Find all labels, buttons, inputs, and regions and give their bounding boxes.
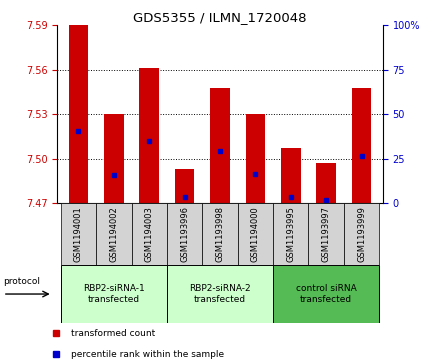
Bar xyxy=(61,203,96,265)
Text: transformed count: transformed count xyxy=(71,329,155,338)
Bar xyxy=(210,88,230,203)
Title: GDS5355 / ILMN_1720048: GDS5355 / ILMN_1720048 xyxy=(133,11,307,24)
Bar xyxy=(308,203,344,265)
Text: GSM1193998: GSM1193998 xyxy=(216,206,224,262)
Text: control siRNA
transfected: control siRNA transfected xyxy=(296,284,356,304)
Text: GSM1193999: GSM1193999 xyxy=(357,206,366,262)
Bar xyxy=(344,203,379,265)
Text: GSM1193996: GSM1193996 xyxy=(180,206,189,262)
Bar xyxy=(273,203,308,265)
Bar xyxy=(316,163,336,203)
Bar xyxy=(246,114,265,203)
Text: GSM1193995: GSM1193995 xyxy=(286,206,295,262)
Text: GSM1193997: GSM1193997 xyxy=(322,206,331,262)
Bar xyxy=(238,203,273,265)
Bar xyxy=(167,265,273,323)
Bar xyxy=(167,203,202,265)
Bar xyxy=(139,68,159,203)
Bar xyxy=(96,203,132,265)
Text: protocol: protocol xyxy=(3,277,40,286)
Bar xyxy=(104,114,124,203)
Text: GSM1194002: GSM1194002 xyxy=(109,206,118,262)
Bar xyxy=(132,203,167,265)
Bar xyxy=(69,25,88,203)
Text: percentile rank within the sample: percentile rank within the sample xyxy=(71,350,224,359)
Bar xyxy=(273,265,379,323)
Text: GSM1194003: GSM1194003 xyxy=(145,206,154,262)
Bar xyxy=(352,88,371,203)
Text: GSM1194001: GSM1194001 xyxy=(74,206,83,262)
Text: RBP2-siRNA-1
transfected: RBP2-siRNA-1 transfected xyxy=(83,284,145,304)
Text: RBP2-siRNA-2
transfected: RBP2-siRNA-2 transfected xyxy=(189,284,251,304)
Text: GSM1194000: GSM1194000 xyxy=(251,206,260,262)
Bar xyxy=(281,148,301,203)
Bar xyxy=(202,203,238,265)
Bar xyxy=(175,169,194,203)
Bar xyxy=(61,265,167,323)
